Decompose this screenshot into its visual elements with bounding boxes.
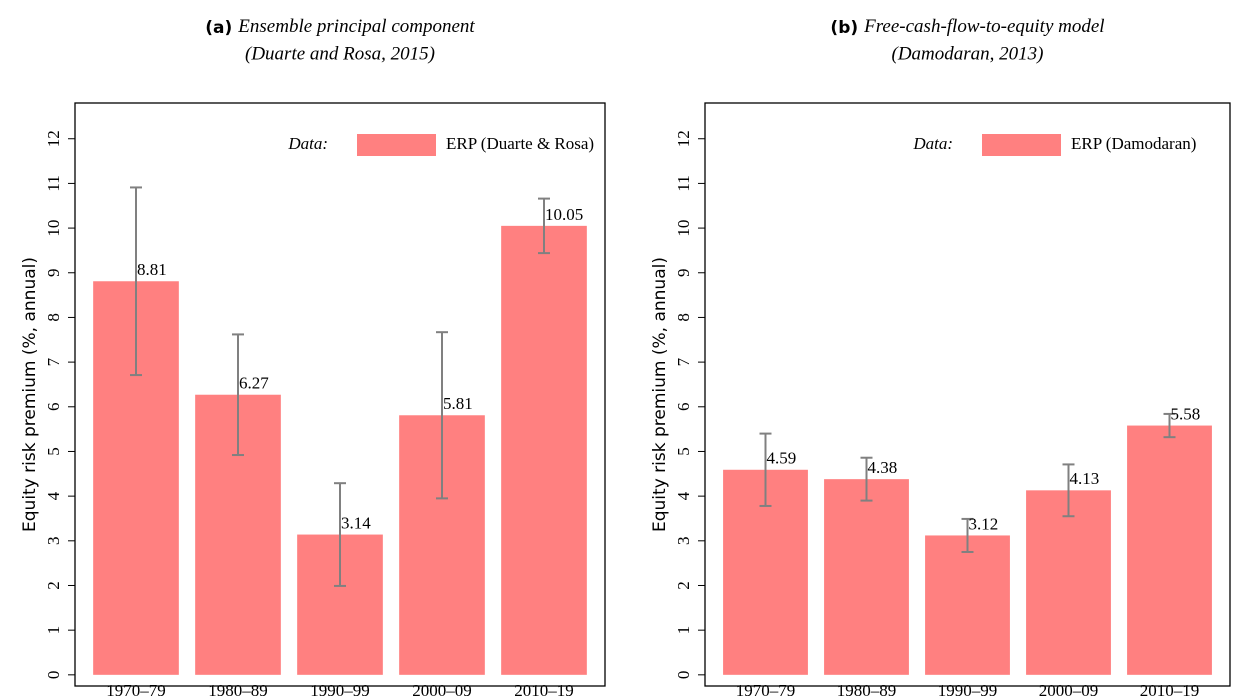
x-tick-label: 1980–89: [837, 681, 897, 700]
error-bar: [1062, 463, 1075, 518]
x-tick-label: 1990–99: [938, 681, 998, 700]
legend-label: ERP (Duarte & Rosa): [446, 134, 594, 153]
x-tick-label: 1990–99: [310, 681, 370, 700]
y-tick-label: 11: [674, 175, 693, 191]
bar: [824, 479, 909, 675]
legend-label: ERP (Damodaran): [1071, 134, 1196, 153]
y-tick-label: 0: [674, 671, 693, 680]
panel-label: (a): [205, 18, 232, 38]
panel-title: (b) Free-cash-flow-to-equity model: [830, 16, 1104, 38]
y-tick-label: 1: [674, 626, 693, 635]
panel-label: (b): [830, 18, 858, 38]
y-tick-label: 3: [44, 537, 63, 546]
value-label: 6.27: [239, 374, 269, 393]
y-tick-label: 4: [44, 491, 63, 500]
value-label: 3.14: [341, 513, 371, 532]
y-tick-label: 8: [674, 313, 693, 322]
bar: [925, 535, 1010, 675]
y-tick-label: 9: [44, 269, 63, 278]
y-tick-label: 5: [44, 447, 63, 456]
error-bar: [436, 331, 448, 500]
value-label: 5.81: [443, 394, 473, 413]
y-tick-label: 9: [674, 269, 693, 278]
plot-frame: [704, 102, 1231, 687]
plot-frame: [74, 102, 606, 687]
x-tick-label: 1970–79: [106, 681, 166, 700]
bar: [1026, 490, 1111, 675]
y-tick-label: 6: [44, 403, 63, 412]
legend-swatch: [357, 134, 436, 156]
y-tick-label: 10: [44, 220, 63, 237]
error-bar: [759, 432, 772, 507]
y-tick-label: 10: [674, 220, 693, 237]
panel-subtitle: (Damodaran, 2013): [892, 43, 1044, 64]
y-tick-label: 11: [44, 175, 63, 191]
error-bar: [334, 482, 346, 587]
value-label: 3.12: [969, 514, 999, 533]
y-tick-label: 2: [44, 581, 63, 590]
panel-title-text: Free-cash-flow-to-equity model: [863, 16, 1104, 37]
y-axis-label: Equity risk premium (%, annual): [20, 257, 40, 532]
value-label: 8.81: [137, 260, 167, 279]
y-tick-label: 12: [44, 130, 63, 147]
value-label: 5.58: [1171, 404, 1201, 423]
value-label: 4.13: [1070, 469, 1100, 488]
x-tick-label: 1980–89: [208, 681, 268, 700]
value-label: 4.38: [868, 458, 898, 477]
legend-swatch: [982, 134, 1061, 156]
y-tick-label: 0: [44, 671, 63, 680]
error-bar: [961, 517, 974, 553]
y-tick-label: 7: [44, 357, 63, 366]
y-tick-label: 6: [674, 403, 693, 412]
panel-subtitle: (Duarte and Rosa, 2015): [245, 43, 435, 64]
panel-title: (a) Ensemble principal component: [205, 16, 475, 38]
x-tick-label: 2010–19: [514, 681, 574, 700]
x-tick-label: 1970–79: [736, 681, 796, 700]
legend-title: Data:: [287, 134, 328, 153]
legend-title: Data:: [912, 134, 953, 153]
y-tick-label: 5: [674, 447, 693, 456]
y-tick-label: 1: [44, 626, 63, 635]
error-bar: [232, 333, 244, 457]
panel-title-text: Ensemble principal component: [237, 16, 475, 37]
x-tick-label: 2000–09: [1039, 681, 1099, 700]
x-tick-label: 2000–09: [412, 681, 472, 700]
y-axis-label: Equity risk premium (%, annual): [650, 257, 670, 532]
value-label: 4.59: [767, 449, 797, 468]
value-label: 10.05: [545, 205, 583, 224]
bar: [1127, 425, 1212, 675]
y-tick-label: 8: [44, 313, 63, 322]
y-tick-label: 4: [674, 491, 693, 500]
y-tick-label: 7: [674, 357, 693, 366]
y-tick-label: 3: [674, 537, 693, 546]
bar: [501, 225, 587, 675]
error-bar: [860, 456, 873, 502]
error-bar: [1163, 412, 1176, 439]
y-tick-label: 12: [674, 130, 693, 147]
error-bar: [538, 197, 550, 255]
y-tick-label: 2: [674, 581, 693, 590]
error-bar: [130, 186, 142, 377]
x-tick-label: 2010–19: [1140, 681, 1200, 700]
